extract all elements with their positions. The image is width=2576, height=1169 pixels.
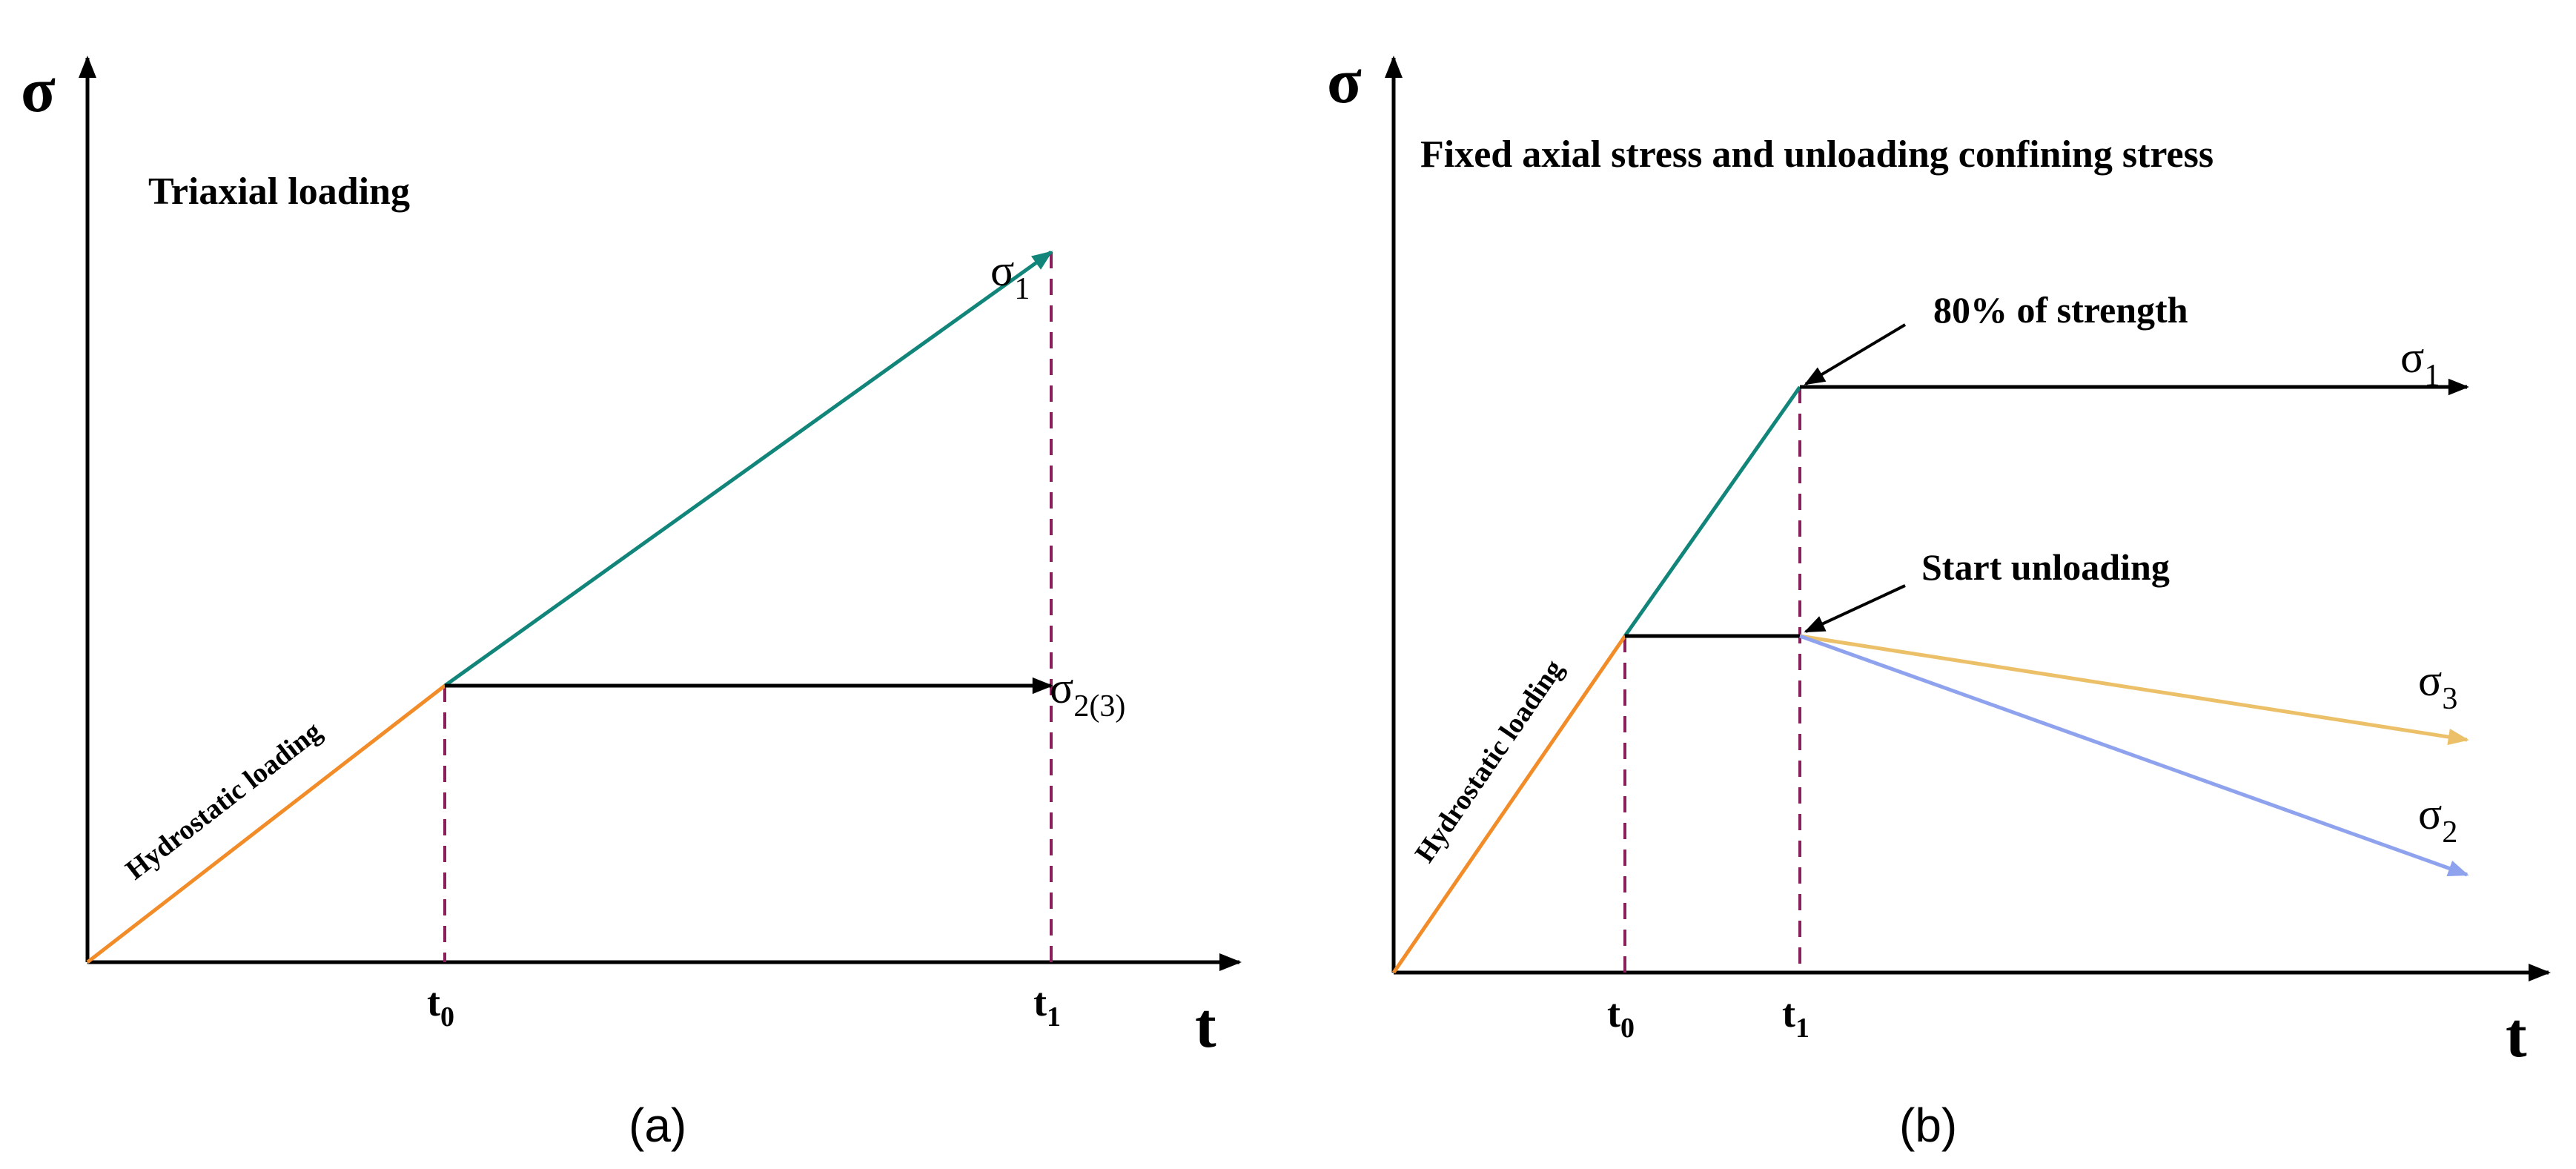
panel-b-t1-label: t1 (1782, 991, 1810, 1044)
panel-b-hydrostatic-line (1391, 635, 1627, 974)
panel-a: σ t Triaxial loading Hydrostatic loading… (21, 54, 1242, 1152)
panel-b-sigma3-line (1799, 634, 2469, 746)
panel-a-x-axis-label: t (1195, 990, 1216, 1061)
panel-a-t0-label: t0 (427, 980, 454, 1033)
panel-a-caption: (a) (629, 1099, 686, 1152)
panel-a-y-axis-label: σ (21, 54, 56, 125)
panel-a-sigma23-label: σ2(3) (1050, 663, 1125, 723)
panel-b-sigma2-label: σ2 (2418, 789, 2457, 850)
panel-b-sigma2-line (1799, 634, 2469, 877)
panel-b-unloading-pointer (1804, 584, 1906, 633)
panel-a-t1-label: t1 (1033, 980, 1061, 1033)
panel-b-y-axis-label: σ (1327, 45, 1362, 116)
panel-b: σ t Fixed axial stress and unloading con… (1327, 45, 2551, 1152)
panel-a-title: Triaxial loading (148, 170, 410, 213)
panel-b-sigma3-label: σ3 (2418, 656, 2457, 716)
panel-b-axial-line (1623, 385, 1802, 638)
panel-b-strength-pointer (1804, 323, 1907, 385)
panel-a-sigma1-label: σ1 (990, 246, 1030, 306)
panel-b-unloading-annotation: Start unloading (1921, 546, 2170, 588)
panel-b-x-axis-label: t (2506, 999, 2527, 1070)
panel-b-sigma1-label: σ1 (2400, 333, 2440, 393)
panel-a-hydrostatic-line (86, 684, 446, 964)
panel-b-t0-label: t0 (1607, 991, 1635, 1044)
panel-b-caption: (b) (1899, 1099, 1957, 1152)
panel-b-strength-annotation: 80% of strength (1933, 289, 2188, 331)
panel-a-sigma1-line (443, 250, 1053, 688)
panel-b-title: Fixed axial stress and unloading confini… (1420, 133, 2214, 176)
